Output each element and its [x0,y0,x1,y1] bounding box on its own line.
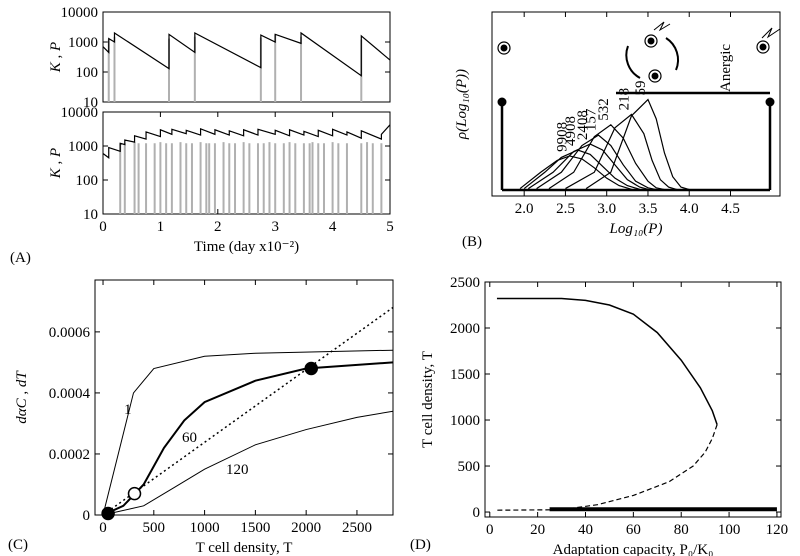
x-tick-label: 1000 [190,520,220,536]
x-tick-label: 2.5 [556,201,575,217]
x-axis-label: T cell density, T [196,540,293,556]
curve-label: 218 [616,88,632,111]
x-tick-label: 2500 [342,520,372,536]
line [102,306,394,516]
y-tick-label: 10000 [61,5,99,21]
line [527,143,649,190]
y-tick-label: 0.0002 [49,447,90,463]
x-tick-label: 2 [214,219,222,235]
x-tick-label: 120 [766,522,789,538]
x-tick-label: 100 [718,522,741,538]
plot-frame [102,11,391,103]
y-tick-label: 10 [83,95,98,111]
x-tick-label: 80 [674,522,689,538]
y-tick-label: 1000 [68,139,98,155]
line [102,31,391,77]
curve-label: 4908 [563,116,579,146]
y-tick-label: 1000 [450,413,480,429]
plot-frame [491,11,781,197]
y-tick-label: 2500 [450,275,480,291]
point [304,361,318,376]
curve-label: 1 [124,402,132,418]
curve-label: 157 [583,108,599,131]
line [102,124,391,159]
diagram-frame [497,21,781,192]
curve-label: 2408 [575,110,591,140]
curve-label: 120 [226,462,249,478]
x-tick-label: 2.0 [515,201,534,217]
x-tick-label: 4.5 [721,201,740,217]
y-tick-label: 10 [83,207,98,223]
y-axis-label: K , P [48,42,64,73]
y-tick-label: 10000 [61,105,99,121]
x-tick-label: 3.0 [597,201,616,217]
y-tick-label: 0 [473,505,481,521]
y-tick-label: 0.0004 [49,386,91,402]
panel-label: (B) [462,234,482,250]
line [536,134,657,191]
x-tick-label: 1500 [240,520,270,536]
line [102,410,394,516]
x-tick-label: 3.5 [639,201,658,217]
y-tick-label: 0 [83,508,91,524]
y-tick-label: 500 [458,459,481,475]
x-axis-label: Log₁₀(P) [609,221,663,237]
line [102,349,394,516]
x-tick-label: 4 [329,219,337,235]
x-tick-label: 0 [99,219,107,235]
point [127,486,142,501]
plot-frame [484,281,782,518]
x-tick-label: 0 [99,520,107,536]
x-tick-label: 40 [578,522,593,538]
y-tick-label: 100 [76,173,99,189]
line [523,149,640,190]
x-tick-label: 0 [486,522,494,538]
x-tick-label: 500 [143,520,166,536]
x-tick-label: 3 [271,219,279,235]
line [565,113,678,191]
x-tick-label: 20 [530,522,545,538]
y-tick-label: 2000 [450,321,480,337]
x-tick-label: 60 [626,522,641,538]
curve-label: 59 [633,81,649,96]
x-tick-label: 2000 [291,520,321,536]
x-axis-label: Time (day x10⁻²) [194,239,299,255]
plot-frame [102,111,391,215]
point [101,506,115,521]
y-axis-label: K , P [48,148,64,179]
curve-label: 532 [596,98,612,121]
y-tick-label: 100 [76,65,99,81]
x-axis-label: Adaptation capacity, P₀/K₀ [553,542,714,556]
y-axis-label: ρ(Log₁₀(P)) [454,69,470,140]
y-tick-label: 1000 [68,35,98,51]
panel-label: (D) [410,537,431,553]
x-tick-label: 5 [386,219,394,235]
x-tick-label: 4.0 [680,201,699,217]
plot-frame [94,279,394,516]
line [585,98,690,191]
annotation: Anergic [718,44,734,92]
y-tick-label: 0.0006 [49,325,91,341]
y-tick-label: 1500 [450,367,480,383]
line [496,297,718,425]
line [496,424,718,511]
line [102,361,394,516]
curve-label: 9908 [555,122,571,152]
panel-label: (C) [8,537,28,553]
x-tick-label: 1 [157,219,165,235]
y-axis-label: dαC , dT [14,370,30,424]
y-axis-label: T cell density, T [420,351,436,448]
panel-label: (A) [10,250,31,266]
curve-label: 60 [182,430,197,446]
